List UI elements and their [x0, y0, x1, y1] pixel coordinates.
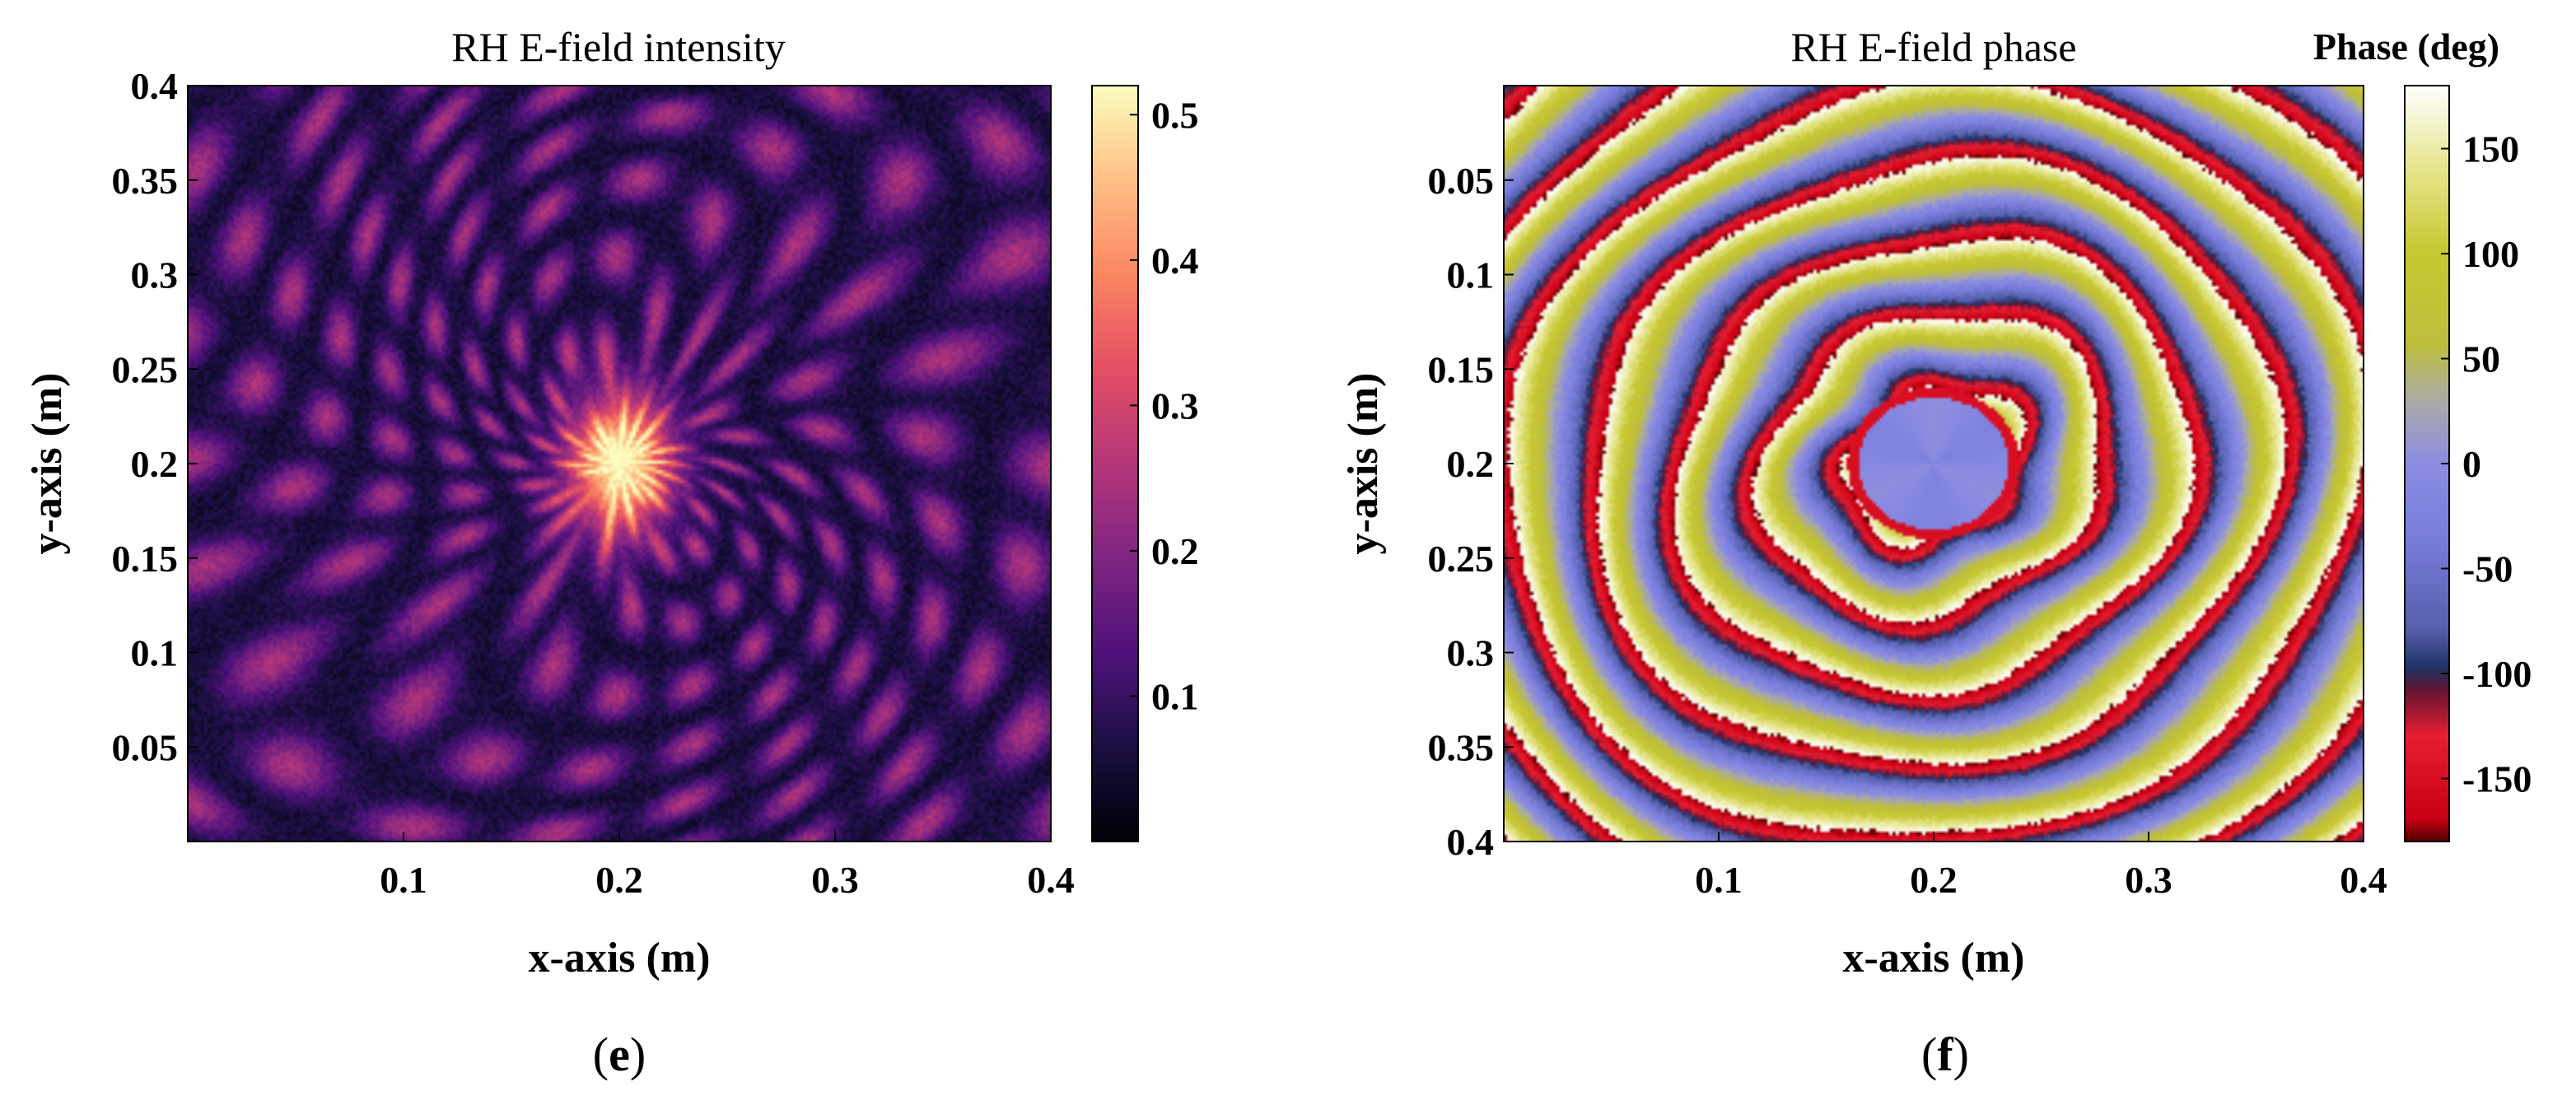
- panel-e-colorbar-gradient: [1092, 86, 1138, 842]
- panel-e-y-tick-label: 0.35: [112, 160, 179, 202]
- panel-e-x-tick-label: 0.3: [811, 859, 859, 901]
- panel-e-colorbar-tick-label: 0.3: [1151, 385, 1199, 427]
- panel-f-colorbar-tick-label: -100: [2462, 653, 2532, 695]
- panel-f-y-tick-label: 0.05: [1428, 160, 1495, 202]
- panel-f-colorbar-tick-label: 100: [2462, 233, 2519, 275]
- panel-f-phase-map: [1504, 86, 2364, 842]
- panel-f-y-label: y-axis (m): [1340, 373, 1387, 555]
- panel-e-x-tick-label: 0.1: [380, 859, 427, 901]
- panel-f-y-tick-label: 0.15: [1428, 348, 1495, 390]
- panel-f-colorbar-tick-label: -150: [2462, 758, 2532, 800]
- panel-f-colorbar-tick-label: 150: [2462, 128, 2519, 170]
- panel-f-y-tick-label: 0.3: [1447, 632, 1495, 674]
- panel-f: RH E-field phase 0.1 0.2 0.3 0.4 0.050.10.1…: [1340, 24, 2532, 1081]
- panel-e-y-tick-label: 0.2: [131, 443, 179, 485]
- panel-e-intensity-map: [188, 86, 1051, 842]
- panel-e: RH E-field intensity 0.1 0.2 0.3 0.4 0.050.…: [24, 24, 1199, 1081]
- panel-e-label: (e): [593, 1028, 646, 1081]
- panel-e-y-ticks: 0.05 0.1 0.15 0.2 0.25 0.3 0.35 0.4: [112, 65, 198, 768]
- panel-e-colorbar-tick-label: 0.5: [1151, 94, 1199, 136]
- panel-e-colorbar-ticks: 0.1 0.2 0.3 0.4 0.5: [1130, 94, 1199, 717]
- panel-f-x-tick-label: 0.4: [2340, 859, 2387, 901]
- panel-f-colorbar-title: Phase (deg): [2313, 26, 2499, 68]
- panel-e-x-tick-label: 0.2: [595, 859, 643, 901]
- panel-f-label: (f): [1921, 1028, 1969, 1081]
- panel-f-y-ticks: 0.05 0.1 0.15 0.2 0.25 0.3 0.35 0.4: [1428, 160, 1514, 863]
- panel-f-x-tick-label: 0.3: [2125, 859, 2172, 901]
- panel-f-x-label: x-axis (m): [1843, 935, 2025, 981]
- panel-f-y-tick-label: 0.4: [1447, 821, 1495, 863]
- panel-e-colorbar-tick-label: 0.1: [1151, 675, 1199, 717]
- panel-f-y-tick-label: 0.25: [1428, 538, 1495, 580]
- panel-e-x-ticks: 0.1 0.2 0.3 0.4: [380, 832, 1075, 901]
- panel-f-y-tick-label: 0.35: [1428, 726, 1495, 768]
- panel-e-colorbar-tick-label: 0.4: [1151, 240, 1199, 282]
- panel-f-x-tick-label: 0.2: [1910, 859, 1958, 901]
- panel-e-colorbar-frame: [1091, 85, 1139, 842]
- panel-f-colorbar-tick-label: -50: [2462, 548, 2513, 590]
- panel-e-label-open: (: [593, 1028, 609, 1081]
- panel-f-colorbar-ticks: 150 100 50 0 -50 -100 -150: [2441, 128, 2532, 800]
- panel-f-x-tick-label: 0.1: [1695, 859, 1743, 901]
- panel-e-y-tick-label: 0.05: [112, 726, 179, 768]
- panel-f-colorbar-tick-label: 50: [2462, 338, 2500, 380]
- panel-f-x-ticks: 0.1 0.2 0.3 0.4: [1695, 832, 2387, 901]
- panel-f-label-close: ): [1953, 1028, 1969, 1081]
- panel-f-label-open: (: [1921, 1028, 1937, 1081]
- panel-e-label-letter: e: [609, 1028, 630, 1081]
- panel-f-title: RH E-field phase: [1790, 24, 2076, 70]
- panel-f-colorbar-tick-label: 0: [2462, 443, 2481, 485]
- panel-e-y-label: y-axis (m): [24, 373, 71, 555]
- panel-e-y-tick-label: 0.25: [112, 348, 179, 390]
- panel-f-label-letter: f: [1937, 1028, 1953, 1081]
- panel-e-label-close: ): [630, 1028, 646, 1081]
- panel-e-y-tick-label: 0.3: [131, 254, 179, 296]
- panel-f-y-tick-label: 0.2: [1447, 443, 1495, 485]
- panel-e-y-tick-label: 0.15: [112, 538, 179, 580]
- panel-e-y-tick-label: 0.1: [131, 632, 179, 674]
- panel-e-title: RH E-field intensity: [451, 24, 786, 70]
- panel-e-y-tick-label: 0.4: [131, 65, 179, 107]
- panel-e-x-label: x-axis (m): [529, 935, 711, 981]
- panel-e-x-tick-label: 0.4: [1027, 859, 1075, 901]
- panel-f-y-tick-label: 0.1: [1447, 254, 1495, 296]
- panel-e-colorbar-tick-label: 0.2: [1151, 530, 1199, 572]
